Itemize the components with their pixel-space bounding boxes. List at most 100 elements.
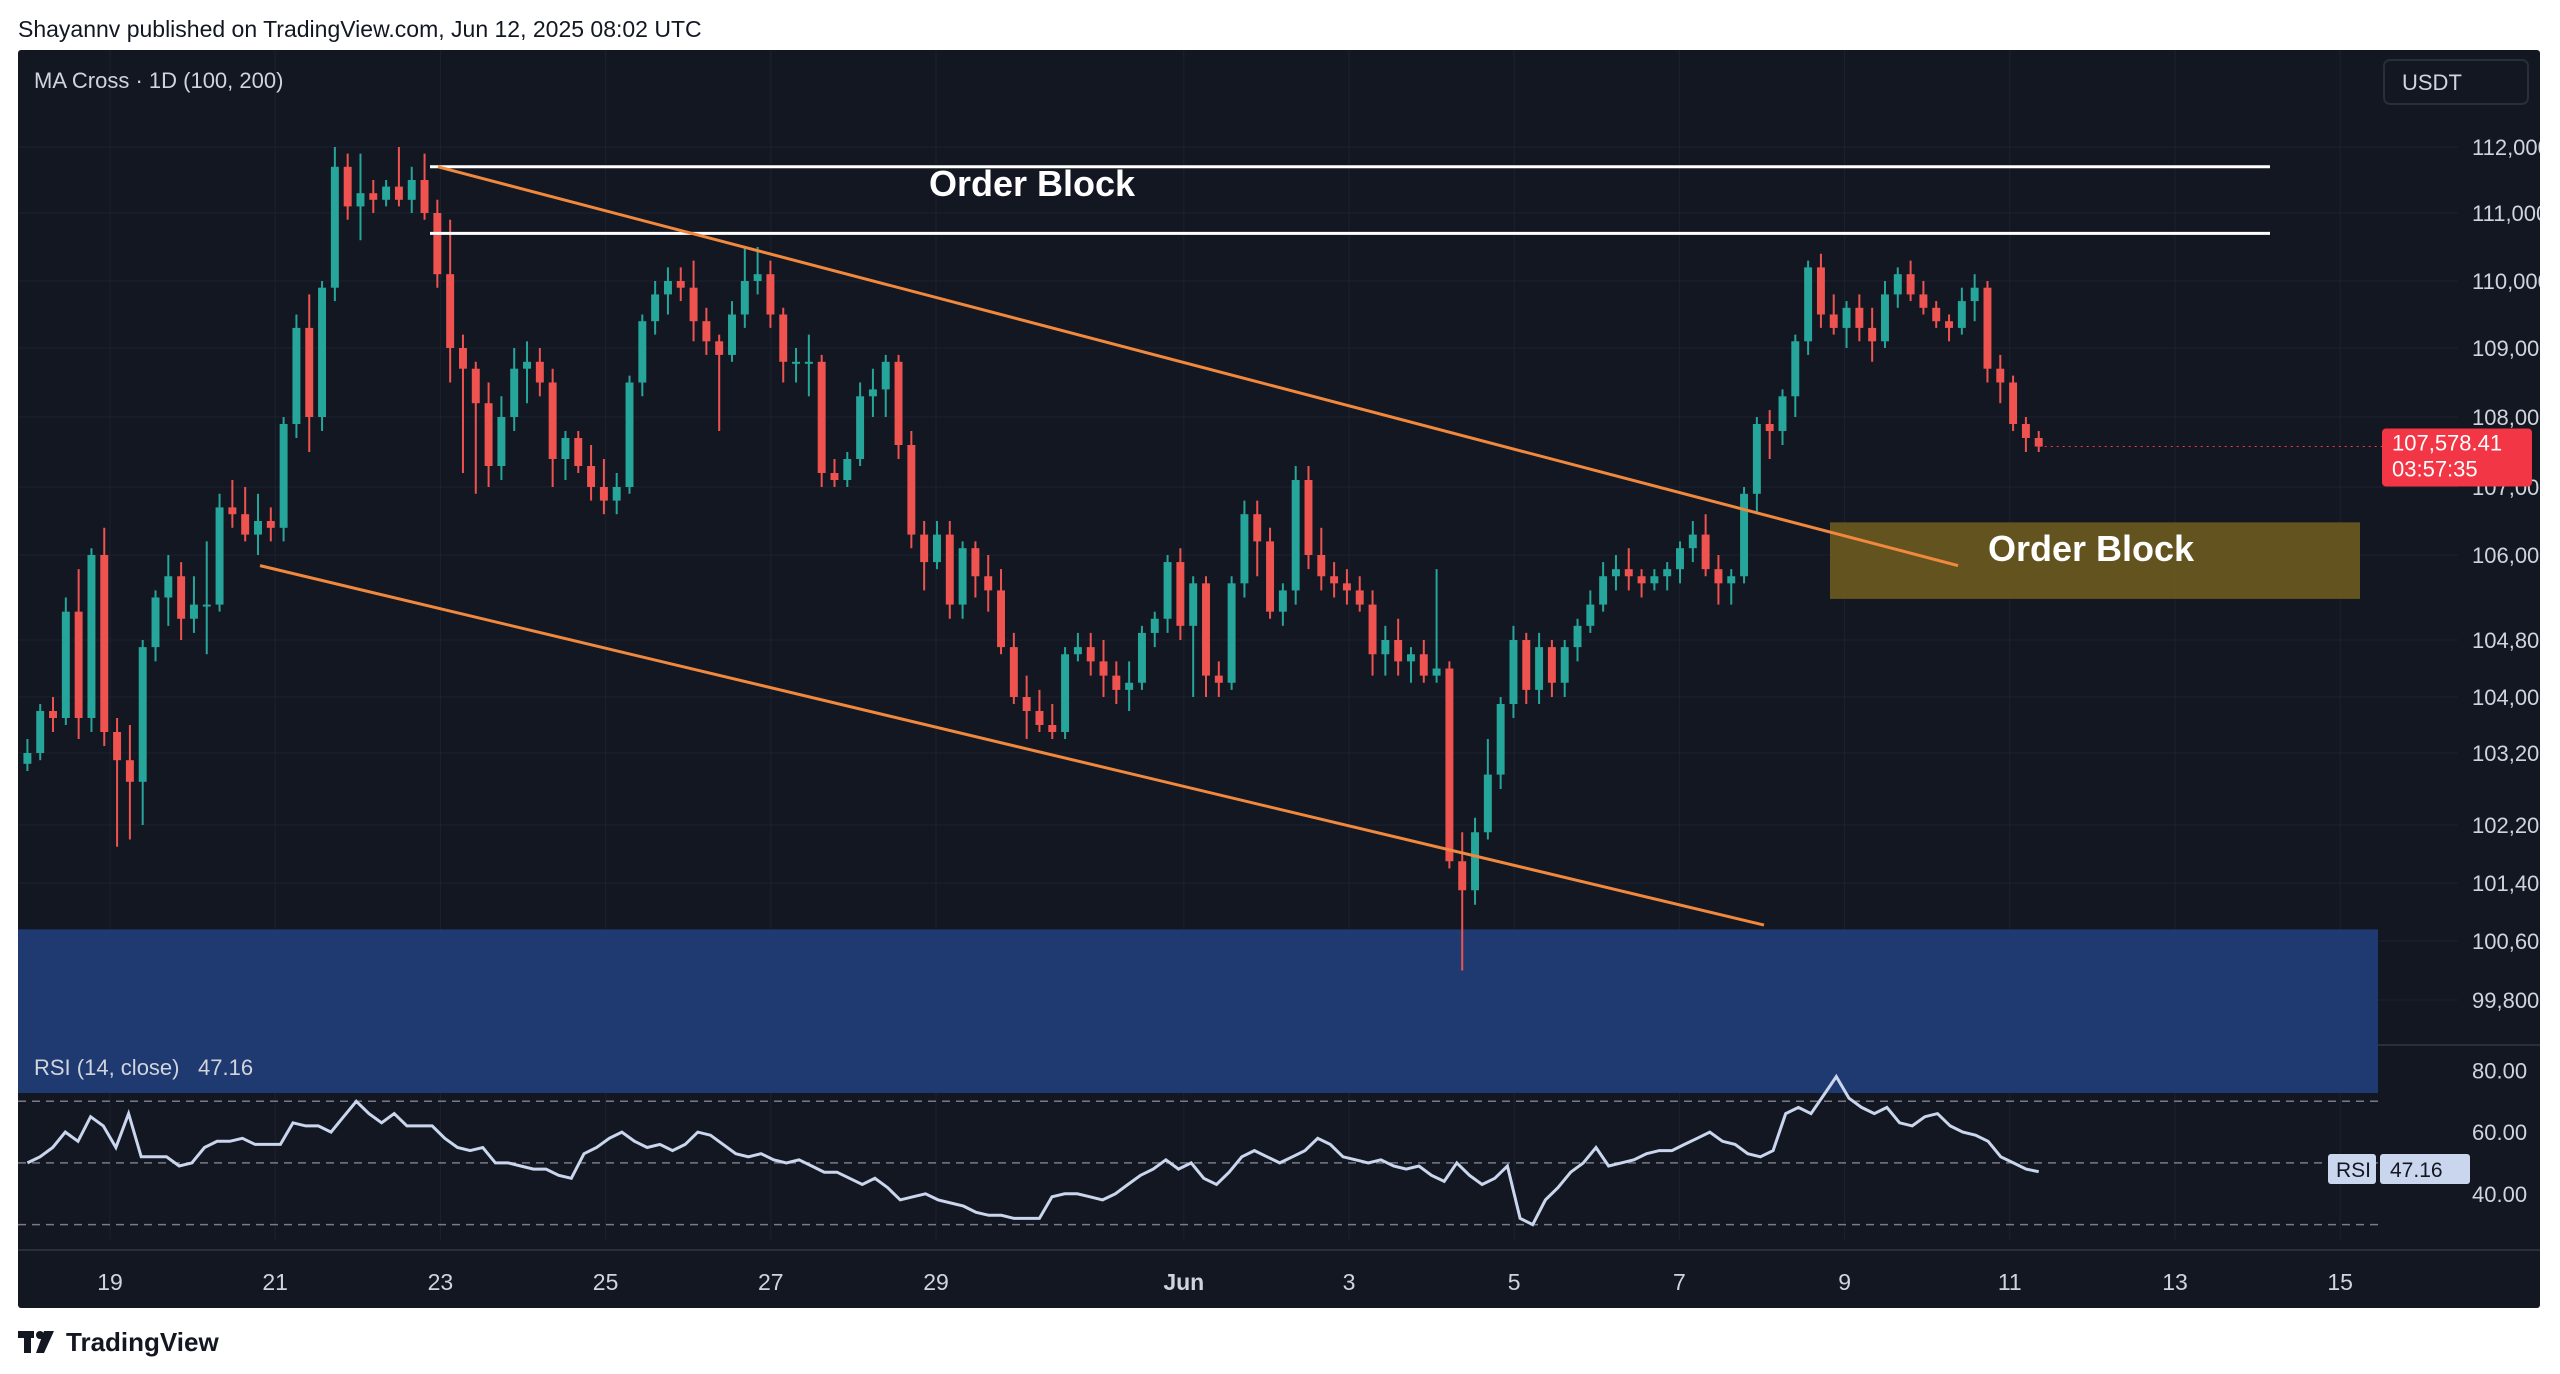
candle-body — [1150, 618, 1159, 633]
rsi-tick-label: 60.00 — [2472, 1120, 2527, 1145]
price-tick-label: 111,000.00 — [2472, 201, 2540, 226]
candle — [1791, 334, 1800, 417]
candle — [1048, 704, 1057, 739]
order-block-right-label: Order Block — [1988, 528, 2195, 569]
rsi-current-value: 47.16 — [198, 1055, 253, 1080]
price-tick-label: 110,000.00 — [2472, 269, 2540, 294]
candle — [1714, 555, 1723, 605]
candle-body — [1445, 668, 1454, 862]
candle — [1061, 647, 1070, 739]
candle — [1240, 500, 1249, 598]
rsi-badge: RSI 47.16 — [2328, 1154, 2470, 1184]
candle-body — [1112, 675, 1121, 690]
candle-body — [1317, 555, 1326, 577]
time-tick-label: 11 — [1998, 1269, 2022, 1295]
candle-body — [1355, 590, 1364, 605]
candle — [113, 718, 122, 847]
candle-body — [1496, 704, 1505, 775]
tradingview-logo-icon — [18, 1331, 54, 1353]
candle-body — [100, 555, 109, 732]
candle-body — [651, 294, 660, 322]
candle-body — [535, 361, 544, 383]
candle-body — [1061, 654, 1070, 732]
candle — [651, 281, 660, 335]
candle-body — [2009, 382, 2018, 424]
candle — [804, 334, 813, 397]
time-tick-label: 15 — [2327, 1269, 2353, 1295]
candle — [792, 348, 801, 383]
candle — [958, 541, 967, 619]
candle-body — [587, 466, 596, 487]
candle — [151, 590, 160, 662]
candle — [484, 382, 493, 487]
candle-body — [1278, 590, 1287, 612]
candle — [497, 396, 506, 480]
candle-body — [612, 487, 621, 501]
candle-body — [1688, 534, 1697, 549]
candle-body — [471, 368, 480, 404]
price-tick-label: 101,400.00 — [2472, 871, 2540, 896]
candle-body — [740, 281, 749, 315]
candle — [1560, 640, 1569, 697]
candle-body — [997, 590, 1005, 648]
channel-upper-line — [437, 165, 1959, 568]
candle-body — [1022, 697, 1031, 711]
candle-body — [638, 321, 647, 383]
candle-body — [420, 180, 429, 213]
price-tick-label: 102,200.00 — [2472, 813, 2540, 838]
candle-body — [74, 611, 83, 718]
currency-button[interactable]: USDT — [2383, 59, 2529, 105]
candle — [1752, 417, 1761, 515]
candle-body — [1560, 647, 1569, 683]
candle-body — [164, 576, 173, 598]
candle-body — [113, 732, 122, 761]
candle — [548, 368, 557, 487]
candle — [1381, 625, 1390, 676]
time-tick-label: 3 — [1343, 1269, 1356, 1295]
candle-body — [1957, 301, 1966, 328]
candle-body — [1048, 725, 1057, 732]
price-tick-label: 108,000.00 — [2472, 405, 2540, 430]
trading-chart[interactable]: 112,000.00 111,000.00 110,000.00 109,000.00… — [18, 50, 2540, 1308]
candles — [23, 147, 2043, 971]
candle-body — [1522, 640, 1531, 690]
candle — [1688, 521, 1697, 563]
candle-body — [446, 274, 455, 348]
candle-body — [920, 534, 929, 563]
candle — [382, 180, 391, 207]
candle-body — [266, 521, 275, 528]
candle-body — [1163, 562, 1172, 619]
candle — [1355, 576, 1364, 612]
candle — [1330, 562, 1339, 598]
candle — [1932, 301, 1941, 328]
indicator-label: MA Cross · 1D (100, 200) — [34, 68, 283, 93]
candle — [1611, 555, 1620, 591]
candle — [1227, 576, 1236, 690]
candle-body — [933, 534, 941, 563]
candle — [1407, 647, 1415, 683]
candle-body — [1932, 307, 1941, 322]
candle — [510, 348, 519, 431]
order-block-label-right: Order Block — [1988, 528, 2195, 569]
price-tick-label: 109,000.00 — [2472, 336, 2540, 361]
candle-body — [1893, 274, 1902, 295]
time-axis[interactable]: 19 21 23 25 27 29 Jun 3 5 7 9 11 13 15 — [18, 1249, 2540, 1295]
candle — [420, 153, 429, 220]
candle-body — [87, 555, 96, 718]
price-tick-label: 104,000.00 — [2472, 685, 2540, 710]
candle-body — [907, 445, 916, 535]
candle-body — [1368, 604, 1377, 655]
time-tick-label: Jun — [1163, 1269, 1204, 1295]
candle-body — [1983, 287, 1992, 369]
currency-label: USDT — [2402, 70, 2462, 95]
candle — [125, 725, 134, 840]
price-tick-label: 106,000.00 — [2472, 543, 2540, 568]
chart-frame[interactable]: 112,000.00 111,000.00 110,000.00 109,000.00… — [18, 50, 2540, 1308]
candle — [689, 260, 698, 342]
price-axis[interactable]: 112,000.00 111,000.00 110,000.00 109,000.00… — [2472, 135, 2540, 1207]
candle — [1163, 555, 1172, 633]
candle-body — [1073, 647, 1082, 655]
candle-body — [1471, 832, 1480, 891]
candle — [1535, 632, 1544, 704]
candle — [1035, 689, 1044, 732]
